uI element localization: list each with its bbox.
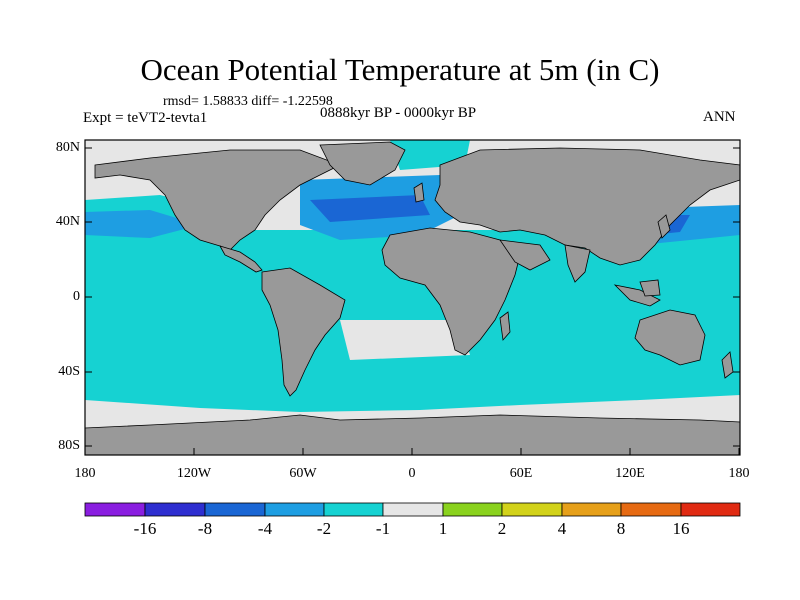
lon-label-120e: 120E bbox=[615, 466, 645, 481]
colorbar-swatch-2 bbox=[204, 502, 266, 517]
colorbar-swatch-1 bbox=[144, 502, 206, 517]
colorbar-label-7: 4 bbox=[557, 519, 567, 538]
land-north-america bbox=[94, 149, 341, 251]
land-central-america bbox=[219, 245, 263, 273]
anomaly-band-north-atlantic-core bbox=[310, 195, 430, 222]
anomaly-band-south-gap bbox=[340, 320, 470, 360]
land-india bbox=[564, 244, 591, 283]
colorbar-swatch-3 bbox=[264, 502, 325, 517]
lat-label-40s: 40S bbox=[58, 364, 80, 379]
colorbar-label-1: -8 bbox=[197, 519, 213, 538]
land-madagascar bbox=[499, 311, 511, 341]
period-label: 0888kyr BP - 0000kyr BP bbox=[320, 105, 477, 121]
colorbar-label-5: 1 bbox=[438, 519, 448, 538]
experiment-label: Expt = teVT2-tevta1 bbox=[83, 110, 208, 126]
lat-label-80s: 80S bbox=[58, 438, 80, 453]
lon-label-0: 0 bbox=[408, 466, 416, 481]
season-label: ANN bbox=[703, 109, 736, 125]
land-south-america bbox=[261, 267, 346, 397]
colorbar-swatch-9 bbox=[620, 502, 682, 517]
colorbar-swatch-0 bbox=[84, 502, 146, 517]
anomaly-band-southern-ocean bbox=[85, 340, 740, 412]
land-arabia bbox=[499, 239, 551, 271]
anomaly-band-north-pacific-core bbox=[85, 210, 200, 238]
rmsd-stats: rmsd= 1.58833 diff= -1.22598 bbox=[163, 94, 333, 109]
colorbar-swatch-6 bbox=[442, 502, 503, 517]
colorbar-label-0: -16 bbox=[133, 519, 157, 538]
land-indonesia bbox=[613, 284, 661, 307]
colorbar-label-9: 16 bbox=[672, 519, 690, 538]
colorbar-label-6: 2 bbox=[497, 519, 507, 538]
land-masses bbox=[84, 141, 741, 456]
colorbar-swatch-4 bbox=[323, 502, 384, 517]
colorbar-label-8: 8 bbox=[616, 519, 626, 538]
colorbar-label-4: -1 bbox=[375, 519, 391, 538]
colorbar bbox=[84, 502, 741, 517]
lon-label-120w: 120W bbox=[176, 466, 212, 481]
lon-label-60w: 60W bbox=[289, 466, 317, 481]
land-eurasia bbox=[434, 147, 741, 266]
axis-ticks bbox=[84, 147, 740, 455]
colorbar-swatch-8 bbox=[561, 502, 622, 517]
land-japan bbox=[657, 214, 671, 239]
lat-label-0: 0 bbox=[73, 289, 80, 304]
lat-label-80n: 80N bbox=[55, 140, 80, 155]
land-greenland bbox=[319, 141, 406, 186]
land-uk bbox=[413, 182, 425, 203]
map-title: Ocean Potential Temperature at 5m (in C) bbox=[140, 52, 660, 87]
land-africa bbox=[381, 227, 521, 356]
colorbar-label-2: -4 bbox=[257, 519, 273, 538]
colorbar-swatch-10 bbox=[680, 502, 741, 517]
land-borneo bbox=[639, 279, 661, 297]
lon-label-60e: 60E bbox=[509, 466, 533, 481]
colorbar-swatch-7 bbox=[501, 502, 563, 517]
colorbar-label-3: -2 bbox=[316, 519, 332, 538]
lon-label-180e: 180 bbox=[728, 466, 750, 481]
land-australia bbox=[634, 309, 706, 366]
colorbar-swatch-5 bbox=[382, 502, 444, 517]
lat-label-40n: 40N bbox=[55, 214, 80, 229]
lon-label-180w: 180 bbox=[74, 466, 96, 481]
